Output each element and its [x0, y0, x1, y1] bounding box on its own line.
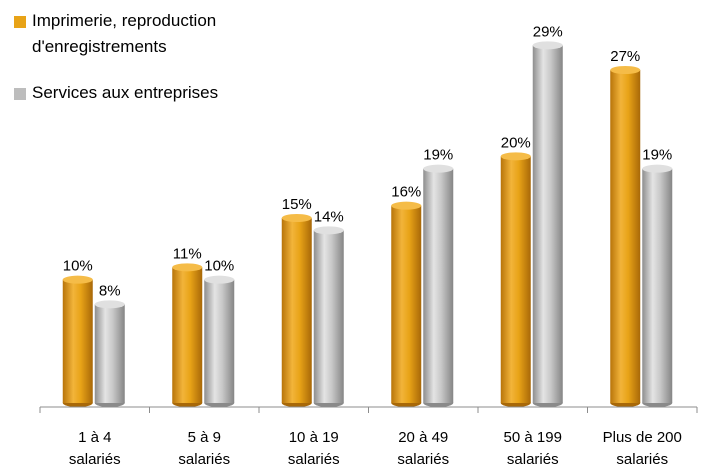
- bar-services: [204, 275, 235, 407]
- x-tick-label: 5 à 9 salariés: [178, 429, 230, 468]
- x-tick-label: 10 à 19 salariés: [288, 429, 340, 468]
- bar-services: [313, 226, 344, 407]
- x-tick-label: 1 à 4 salariés: [69, 429, 121, 468]
- legend-swatch-imprimerie: [14, 16, 26, 28]
- bar-imprimerie: [500, 152, 531, 407]
- legend: Imprimerie, reproduction d'enregistremen…: [12, 8, 218, 106]
- data-label: 10%: [63, 258, 93, 275]
- x-tick-label: 50 à 199 salariés: [504, 429, 562, 468]
- bar-imprimerie: [281, 214, 312, 407]
- legend-label-imprimerie-line1: Imprimerie, reproduction: [32, 11, 217, 30]
- x-tick-label: 20 à 49 salariés: [397, 429, 449, 468]
- bar-services: [423, 164, 454, 407]
- data-label: 10%: [204, 258, 234, 275]
- bar-imprimerie: [172, 263, 203, 407]
- data-label: 27%: [610, 48, 640, 65]
- x-axis-ticks: [39, 407, 698, 413]
- bar-imprimerie: [610, 66, 641, 407]
- bar-imprimerie: [391, 201, 422, 407]
- legend-label-imprimerie-line2: d'enregistrements: [32, 37, 167, 56]
- legend-item-services: Services aux entreprises: [12, 80, 218, 106]
- x-tick-label: Plus de 200 salariés: [603, 429, 682, 468]
- data-label: 19%: [642, 147, 672, 164]
- bar-services: [532, 41, 563, 407]
- data-label: 8%: [99, 282, 121, 299]
- data-label: 29%: [533, 23, 563, 40]
- data-label: 19%: [423, 147, 453, 164]
- bars-group: [62, 41, 673, 407]
- data-label: 20%: [501, 134, 531, 151]
- bar-services: [94, 300, 125, 407]
- legend-label-services: Services aux entreprises: [32, 83, 219, 102]
- data-label: 15%: [282, 196, 312, 213]
- legend-item-imprimerie: Imprimerie, reproduction d'enregistremen…: [12, 8, 218, 60]
- data-label: 11%: [173, 245, 202, 262]
- bar-imprimerie: [62, 275, 93, 407]
- bar-services: [642, 164, 673, 407]
- data-label: 14%: [314, 208, 344, 225]
- data-label: 16%: [391, 184, 421, 201]
- legend-swatch-services: [14, 88, 26, 100]
